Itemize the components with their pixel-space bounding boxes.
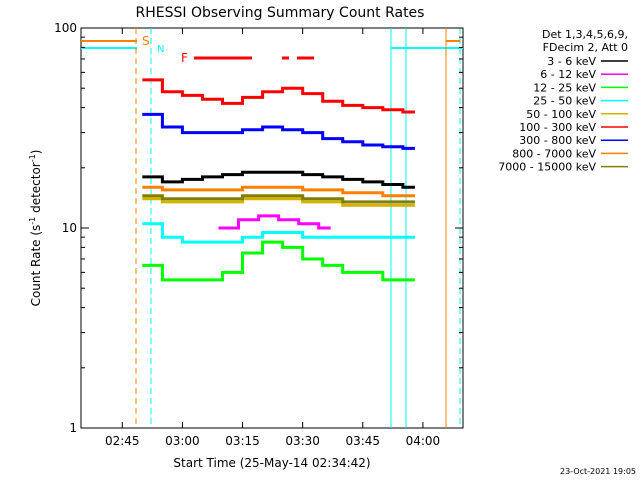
flag-night-label: N [157,44,164,55]
legend-label: 25 - 50 keV [533,95,596,108]
legend-header-line-2: FDecim 2, Att 0 [543,41,628,54]
y-label-end: ) [29,150,43,155]
legend-label: 50 - 100 keV [526,108,596,121]
series-line [218,214,331,230]
y-tick-label: 10 [62,221,77,235]
legend-label: 300 - 800 keV [519,134,596,147]
legend-label: 12 - 25 keV [533,81,596,94]
series-line [142,170,415,189]
y-label-sup2: -1 [28,154,37,162]
series-line [142,112,415,150]
legend-header-line-1: Det 1,3,4,5,6,9, [542,28,628,41]
flag-saa-label: S [142,34,150,48]
y-tick-label: 100 [54,21,77,35]
legend-label: 3 - 6 keV [547,55,596,68]
timestamp: 23-Oct-2021 19:05 [560,467,636,476]
saa-markers [81,28,460,428]
x-tick-label: 02:45 [105,434,140,448]
legend-label: 100 - 300 keV [519,121,596,134]
series-line [142,197,415,207]
x-tick-label: 03:45 [345,434,380,448]
legend-label: 7000 - 15000 keV [498,161,596,174]
x-tick-label: 03:00 [165,434,200,448]
y-axis: 1 10 100 [54,21,463,435]
y-label-sup1: -1 [28,217,37,225]
legend: Det 1,3,4,5,6,9, FDecim 2, Att 0 3 - 6 k… [498,28,628,174]
x-axis-label: Start Time (25-May-14 02:34:42) [173,456,370,470]
x-axis: 02:45 03:00 03:15 03:30 03:45 04:00 [105,28,440,448]
y-label-main: Count Rate (s [29,225,43,307]
y-tick-label: 1 [69,421,77,435]
series-line [142,240,415,282]
series-line [142,194,415,204]
series-layer [142,78,415,282]
x-tick-label: 03:15 [225,434,260,448]
y-label-mid: detector [29,162,43,217]
x-tick-label: 03:30 [285,434,320,448]
series-line [142,185,415,198]
chart-title: RHESSI Observing Summary Count Rates [136,5,425,21]
legend-label: 6 - 12 keV [540,68,596,81]
legend-label: 800 - 7000 keV [512,147,596,160]
y-axis-label: Count Rate (s-1 detector-1) [28,150,43,307]
series-line [142,222,415,244]
x-tick-label: 04:00 [406,434,441,448]
flag-flare-label: F [181,51,188,65]
series-line [142,78,415,114]
